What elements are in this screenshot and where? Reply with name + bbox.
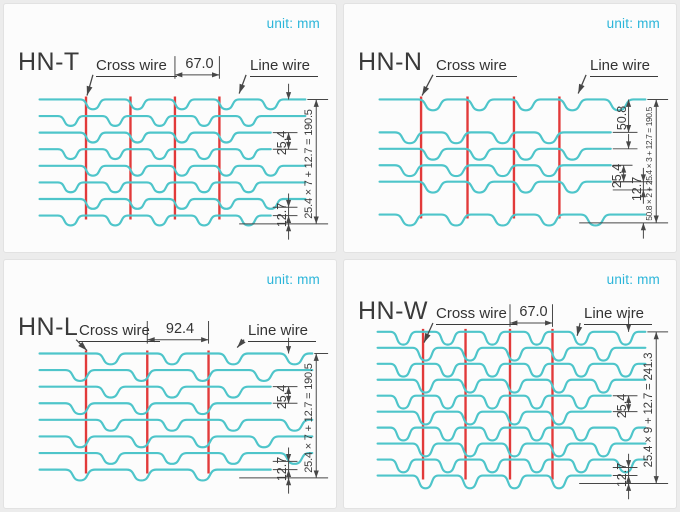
mesh-diagram-hn-l <box>38 321 329 494</box>
panel-title: HN-W <box>358 297 429 325</box>
cross-wire-label: Cross wire <box>436 306 517 325</box>
cross-wires <box>419 96 561 219</box>
unit-label: unit: mm <box>606 272 660 287</box>
mesh-diagram-hn-t <box>38 56 329 240</box>
panel-hn-l: unit: mm HN-L Cross wire 92.4 Line wire … <box>3 259 337 509</box>
side-dimension-label: 12.7 <box>275 202 289 227</box>
unit-label: unit: mm <box>266 16 320 31</box>
side-dimension-label: 50.8 <box>615 105 629 130</box>
side-dimension-label: 12.7 <box>275 456 289 481</box>
side-dimension-label: 12.7 <box>630 176 644 201</box>
cross-wire-label: Cross wire <box>96 58 177 77</box>
panel-hn-t: unit: mm HN-T Cross wire 67.0 Line wire … <box>3 3 337 253</box>
panel-title: HN-T <box>18 48 80 76</box>
panel-title: HN-L <box>18 313 79 341</box>
panel-hn-n: unit: mm HN-N Cross wire Line wire 50.8 … <box>343 3 677 253</box>
total-dimension-label: 50.8 × 2 + 25.4 × 3 + 12.7 = 190.5 <box>644 106 654 221</box>
dimension-lines <box>421 74 669 239</box>
pitch-dimension-label: 67.0 <box>185 56 214 72</box>
panel-hn-w: unit: mm HN-W Cross wire 67.0 Line wire … <box>343 259 677 509</box>
line-wire-label: Line wire <box>584 306 653 325</box>
pitch-dimension-label: 67.0 <box>519 304 548 320</box>
panel-title: HN-N <box>358 48 423 76</box>
unit-label: unit: mm <box>606 16 660 31</box>
line-wires <box>376 330 647 490</box>
pitch-dimension-label: 92.4 <box>165 321 195 337</box>
unit-label: unit: mm <box>266 272 320 287</box>
side-dimension-label: 25.4 <box>275 384 289 410</box>
line-wire-label: Line wire <box>590 58 659 77</box>
dimension-lines <box>75 321 329 494</box>
total-dimension-label: 25.4 × 9 + 12.7 = 241.3 <box>643 352 655 468</box>
cross-wire-label: Cross wire <box>79 323 160 342</box>
line-wires <box>38 98 307 227</box>
line-wires <box>378 98 647 227</box>
side-dimension-label: 25.4 <box>610 164 624 189</box>
line-wires <box>38 352 314 482</box>
dimension-lines <box>86 56 329 240</box>
side-dimension-label: 25.4 <box>615 393 629 419</box>
cross-wire-label: Cross wire <box>436 58 517 77</box>
line-wire-label: Line wire <box>250 58 319 77</box>
mesh-diagram-hn-n <box>378 74 669 239</box>
side-dimension-label: 12.7 <box>615 462 629 488</box>
total-dimension-label: 25.4 × 7 + 12.7 = 190.5 <box>303 363 315 473</box>
mesh-diagram-hn-w <box>376 304 669 500</box>
total-dimension-label: 25.4 × 7 + 12.7 = 190.5 <box>303 109 315 219</box>
line-wire-label: Line wire <box>248 323 317 342</box>
side-dimension-label: 25.4 <box>275 130 289 156</box>
